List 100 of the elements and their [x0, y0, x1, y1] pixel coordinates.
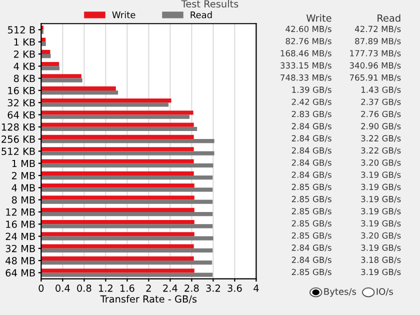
text: 2.85 GB/s	[292, 220, 332, 228]
y-tick-label: 512 B	[8, 26, 35, 34]
text: IO/s	[376, 288, 393, 296]
text: Write	[306, 14, 332, 22]
y-tick-label: 24 MB	[6, 232, 35, 240]
y-tick-label: 64 KB	[8, 111, 35, 119]
text: 42.60 MB/s	[286, 26, 332, 33]
text: 2.84 GB/s	[292, 135, 332, 142]
text: Bytes/s	[324, 288, 356, 297]
bar	[41, 244, 194, 248]
bar	[41, 212, 213, 216]
y-tick-label: 16 MB	[6, 220, 35, 228]
text: 2.76 GB/s	[361, 110, 401, 118]
x-tick-label: 3.2	[206, 284, 220, 292]
text: 2.83 GB/s	[292, 110, 332, 118]
x-tick-label: 0.4	[56, 284, 70, 292]
y-tick-label: 8 KB	[14, 74, 35, 82]
y-tick-label: 256 KB	[2, 136, 35, 143]
legend-label: Write	[112, 11, 136, 18]
text: 2.85 GB/s	[292, 196, 332, 203]
y-tick-label: 1 MB	[12, 160, 35, 168]
bar	[41, 171, 194, 176]
y-tick-label: 512 KB	[2, 148, 35, 156]
bar	[41, 159, 194, 164]
text: 87.89 MB/s	[355, 38, 401, 45]
text: 3.19 GB/s	[361, 208, 401, 216]
text: 333.15 MB/s	[280, 62, 332, 70]
text: 2.84 GB/s	[292, 172, 332, 179]
bar	[41, 114, 190, 119]
text: 3.19 GB/s	[361, 268, 401, 276]
text: 2.85 GB/s	[292, 208, 332, 216]
text: 3.20 GB/s	[361, 232, 401, 240]
text: 2.37 GB/s	[361, 98, 401, 106]
y-tick-label: 12 MB	[6, 208, 35, 216]
bar	[41, 74, 82, 78]
bar	[41, 184, 194, 188]
text: 42.72 MB/s	[354, 26, 401, 33]
x-tick-label: 3.6	[228, 284, 242, 292]
x-tick-label: 1.6	[120, 284, 134, 292]
text: 748.33 MB/s	[280, 74, 332, 82]
bar	[41, 98, 172, 103]
bar	[41, 66, 60, 70]
text: 2.84 GB/s	[292, 147, 332, 154]
text: 3.18 GB/s	[361, 256, 401, 264]
text: 3.19 GB/s	[361, 244, 401, 252]
text: 1.39 GB/s	[292, 86, 332, 94]
bar	[41, 176, 213, 180]
bar	[41, 122, 194, 127]
bar	[41, 220, 194, 224]
text: 1.43 GB/s	[361, 86, 401, 94]
x-tick-label: 1.2	[99, 284, 112, 292]
bar	[41, 42, 46, 46]
y-tick-label: 128 KB	[2, 123, 35, 131]
text: 2.85 GB/s	[292, 232, 332, 240]
bar	[41, 208, 194, 212]
text: 2.85 GB/s	[292, 184, 332, 191]
x-tick-label: 0	[38, 284, 44, 292]
text: 3.19 GB/s	[361, 172, 401, 179]
text: 3.19 GB/s	[361, 220, 401, 228]
text: 168.46 MB/s	[280, 50, 332, 58]
bar	[41, 134, 194, 140]
text: 177.73 MB/s	[350, 50, 401, 58]
bar	[41, 272, 213, 277]
text: 2.84 GB/s	[292, 123, 332, 130]
text: 2.84 GB/s	[292, 256, 332, 264]
y-tick-label: 32 KB	[8, 99, 35, 106]
x-tick-label: 2.8	[184, 284, 199, 292]
text: 3.22 GB/s	[361, 135, 401, 142]
x-tick-label: 2.4	[163, 284, 178, 292]
y-tick-label: 16 KB	[8, 86, 35, 94]
text: 2.84 GB/s	[292, 159, 332, 166]
bar	[41, 62, 60, 66]
text: 2.85 GB/s	[292, 268, 332, 276]
bar	[41, 102, 169, 107]
legend-label: Read	[190, 11, 212, 18]
text: 3.22 GB/s	[361, 147, 401, 154]
bar	[41, 38, 46, 42]
bar	[41, 50, 50, 54]
chart-title: Test Results	[181, 0, 238, 8]
bar	[41, 86, 116, 90]
text: 340.96 MB/s	[350, 62, 401, 70]
text: Read	[378, 14, 400, 22]
bar	[41, 110, 194, 115]
bar	[41, 224, 213, 228]
text: 2.90 GB/s	[361, 123, 401, 130]
bar	[41, 232, 194, 236]
y-tick-label: 32 MB	[6, 244, 35, 252]
bar	[41, 78, 82, 82]
y-tick-label: 1 KB	[14, 38, 35, 46]
bar	[41, 90, 118, 95]
text: 3.19 GB/s	[361, 196, 401, 203]
text: 2.84 GB/s	[292, 244, 332, 252]
y-tick-label: 4 KB	[14, 62, 35, 70]
x-axis-title: Transfer Rate - GB/s	[100, 295, 197, 304]
bar	[41, 147, 194, 152]
text: 765.91 MB/s	[350, 74, 401, 82]
bar	[41, 151, 214, 156]
y-tick-label: 4 MB	[12, 184, 35, 192]
bar	[41, 54, 51, 58]
bar	[41, 200, 213, 204]
